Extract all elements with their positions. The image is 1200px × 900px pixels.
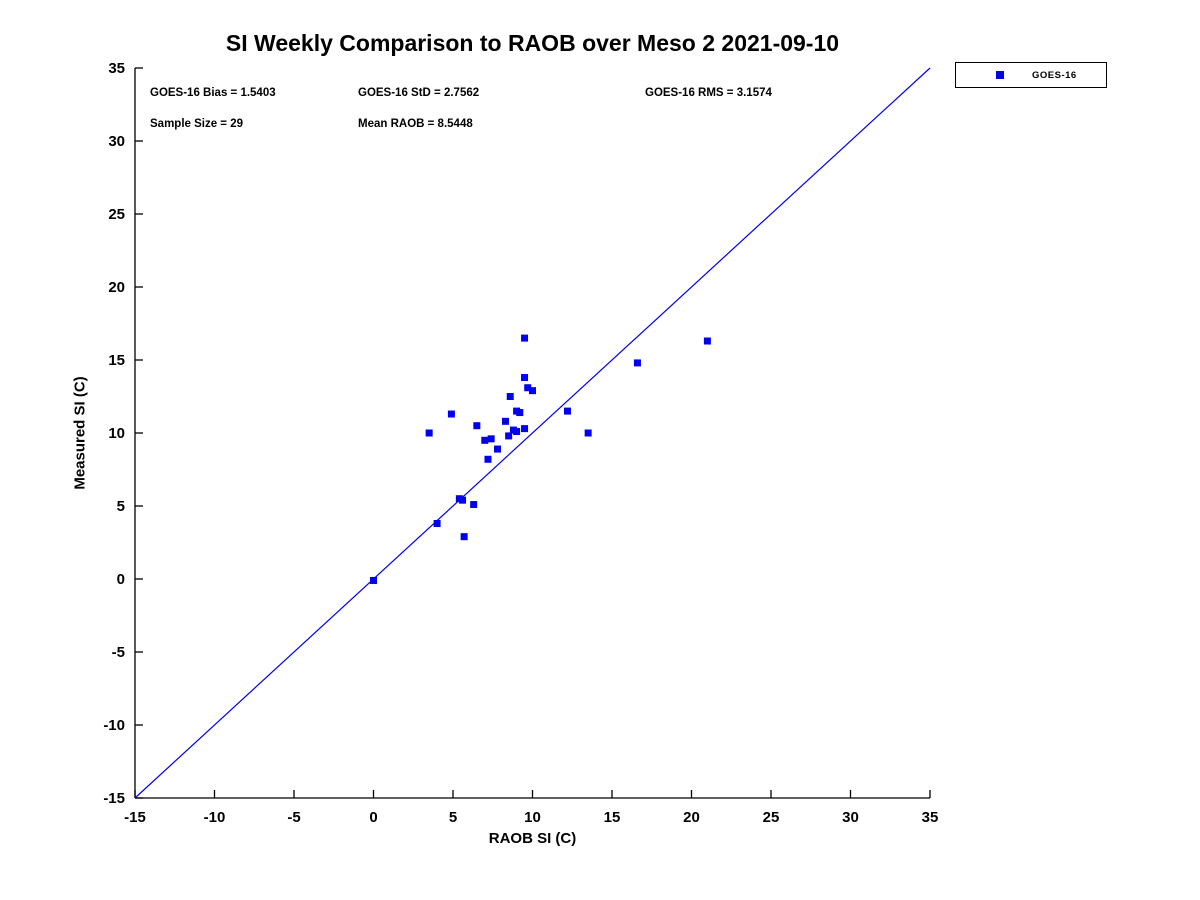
data-point-goes-16 [506,393,514,400]
y-tick-label: 30 [108,133,125,150]
data-point-goes-16 [505,432,513,440]
stat-std: GOES-16 StD = 2.7562 [358,87,480,99]
data-point-goes-16 [521,334,529,342]
legend-marker-square-icon [996,71,1004,79]
x-tick-label: -5 [287,809,300,826]
data-point-goes-16 [433,520,441,528]
y-axis-label: Measured SI (C) [71,376,89,490]
x-tick-label: 15 [604,809,621,826]
x-tick-label: 20 [683,809,700,826]
x-tick-label: 30 [842,809,859,826]
x-tick-label: 0 [369,809,377,826]
data-point-goes-16 [703,337,711,345]
data-point-goes-16 [487,435,495,443]
y-tick-label: 20 [108,279,125,296]
data-point-goes-16 [501,417,509,425]
y-tick-label: -15 [103,790,125,807]
legend: GOES-16 [955,62,1107,88]
data-point-goes-16 [494,445,502,453]
data-point-goes-16 [633,359,641,367]
data-point-goes-16 [370,576,377,584]
x-tick-label: 5 [449,809,457,826]
data-point-goes-16 [516,409,524,417]
x-tick-label: 25 [763,809,780,826]
x-tick-label: -15 [124,809,146,826]
identity-line [134,67,931,799]
data-point-goes-16 [473,422,481,430]
data-point-goes-16 [481,436,489,444]
x-tick-label: 35 [922,809,939,826]
data-point-goes-16 [521,425,529,433]
legend-label: GOES-16 [1032,69,1077,81]
y-tick-label: 25 [108,206,125,223]
x-tick-label: -10 [204,809,226,826]
y-tick-label: 0 [117,571,125,588]
x-tick-label: 10 [524,809,541,826]
y-tick-label: -5 [112,644,125,661]
y-tick-label: 35 [108,60,125,77]
data-point-goes-16 [460,533,468,541]
stat-sample-size: Sample Size = 29 [150,118,244,130]
y-tick-label: 10 [108,425,125,442]
data-point-goes-16 [524,384,532,392]
data-point-goes-16 [563,407,571,415]
stat-bias: GOES-16 Bias = 1.5403 [150,87,276,99]
chart-title: SI Weekly Comparison to RAOB over Meso 2… [225,30,840,56]
data-point-goes-16 [529,387,536,395]
y-tick-label: 15 [108,352,125,369]
data-point-goes-16 [447,410,455,418]
y-tick-label: -10 [103,717,125,734]
data-point-goes-16 [584,429,592,437]
stat-rms: GOES-16 RMS = 3.1574 [645,87,772,99]
x-axis-label: RAOB SI (C) [488,830,577,847]
data-point-goes-16 [484,455,492,463]
data-point-goes-16 [521,374,529,382]
stat-mean-raob: Mean RAOB = 8.5448 [358,118,473,130]
data-point-goes-16 [470,501,478,509]
data-point-goes-16 [425,429,433,437]
y-tick-label: 5 [117,498,125,515]
data-point-goes-16 [459,496,467,504]
data-point-goes-16 [513,428,521,436]
